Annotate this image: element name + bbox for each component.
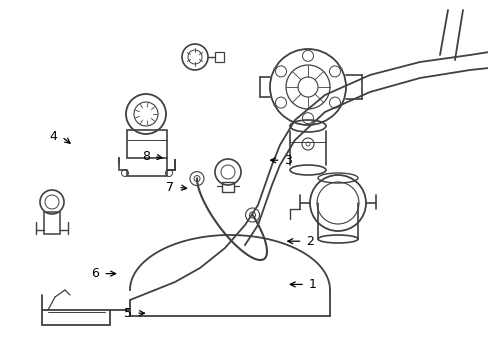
Text: 1: 1	[308, 278, 316, 291]
Bar	[127, 130, 167, 158]
Bar	[222, 182, 234, 192]
Text: 3: 3	[284, 154, 292, 167]
Text: 4: 4	[50, 130, 58, 143]
Text: 2: 2	[306, 235, 314, 248]
Text: 5: 5	[124, 307, 132, 320]
Bar	[44, 212, 60, 234]
Bar	[215, 52, 224, 62]
Text: 8: 8	[142, 150, 149, 163]
Text: 7: 7	[166, 181, 174, 194]
Text: 6: 6	[91, 267, 99, 280]
